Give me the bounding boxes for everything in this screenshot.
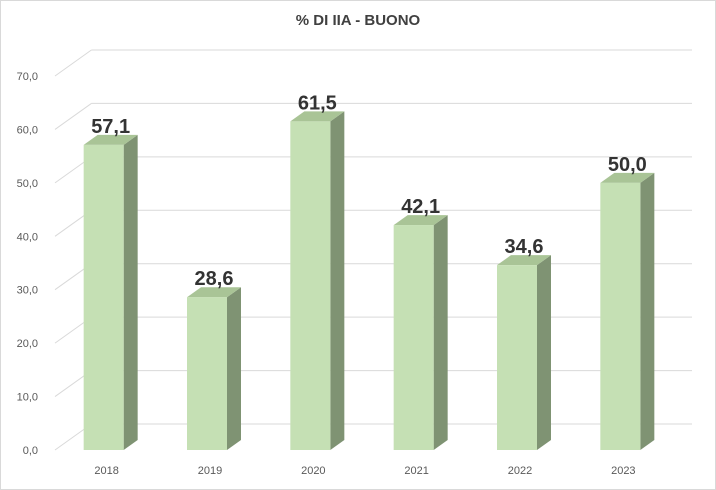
y-tick-label: 60,0 — [17, 124, 38, 136]
y-axis-ticks: 0,0 10,0 20,0 30,0 40,0 50,0 60,0 70,0 — [17, 71, 38, 457]
bar-side — [227, 287, 241, 450]
bar-top — [497, 255, 551, 266]
bar-side — [123, 134, 138, 450]
y-tick-label: 0,0 — [23, 445, 38, 457]
bar-top — [393, 215, 448, 226]
x-tick-label: 2020 — [301, 465, 325, 477]
x-axis-ticks: 2018 2019 2020 2021 2022 2023 — [94, 465, 635, 477]
data-label: 28,6 — [195, 268, 234, 290]
bar-front — [290, 121, 331, 451]
y-tick-label: 10,0 — [17, 392, 38, 404]
bar-side — [330, 111, 345, 451]
y-tick-label: 70,0 — [17, 71, 38, 83]
bar-2018 — [83, 134, 138, 450]
bar-top — [600, 172, 655, 183]
bar-side — [433, 215, 448, 450]
bar-2023 — [600, 172, 655, 450]
bar-front — [83, 144, 124, 450]
bar-top — [83, 134, 138, 145]
bar-2019 — [187, 287, 241, 450]
y-tick-label: 50,0 — [17, 178, 38, 190]
gridlines — [54, 49, 692, 451]
bar-2020 — [290, 111, 345, 451]
y-tick-label: 20,0 — [17, 338, 38, 350]
bar-side — [537, 255, 551, 450]
gridline-diagonal — [54, 49, 92, 77]
data-label: 61,5 — [298, 92, 337, 114]
data-label: 50,0 — [608, 154, 647, 176]
bar-2021 — [393, 215, 448, 450]
data-label: 34,6 — [505, 236, 544, 258]
bar-front — [393, 225, 434, 450]
x-tick-label: 2023 — [611, 465, 635, 477]
x-tick-label: 2019 — [198, 465, 222, 477]
bars — [83, 111, 655, 451]
bar-2022 — [497, 255, 551, 450]
y-tick-label: 40,0 — [17, 231, 38, 243]
x-tick-label: 2018 — [94, 465, 118, 477]
bar-front — [600, 182, 641, 450]
gridline-diagonal — [54, 103, 92, 130]
data-labels: 57,1 28,6 61,5 42,1 34,6 50,0 — [91, 92, 647, 290]
bar-front — [497, 265, 537, 450]
data-label: 57,1 — [91, 116, 130, 138]
bar-top — [187, 287, 241, 298]
y-tick-label: 30,0 — [17, 285, 38, 297]
x-tick-label: 2021 — [404, 465, 428, 477]
data-label: 42,1 — [401, 196, 440, 218]
bar-front — [187, 297, 227, 450]
bar-top — [290, 111, 345, 122]
x-tick-label: 2022 — [508, 465, 532, 477]
chart-title: % DI IIA - BUONO — [295, 12, 421, 29]
bar-side — [640, 172, 655, 450]
